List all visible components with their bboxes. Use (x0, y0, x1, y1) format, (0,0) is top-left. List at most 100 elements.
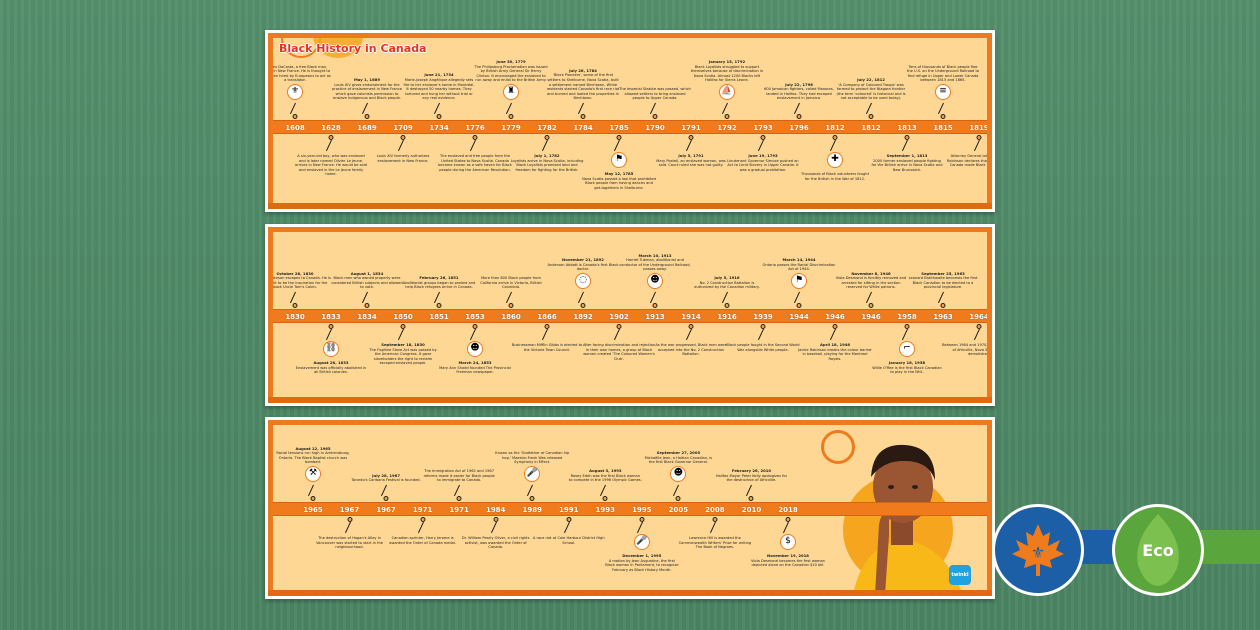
connector-line (600, 484, 607, 497)
timeline-panel-1: Black History in Canada 1608 1628 1689 1709… (265, 30, 995, 212)
timeline-event: November 8, 1946 Viola Desmond is forcibl… (834, 271, 908, 290)
event-marker (544, 324, 550, 329)
timeline-event: March 24, 1853 Mary Ann Shadd founded The… (438, 360, 512, 375)
connector-line (325, 139, 332, 152)
maple-leaf-icon: ⚜ (1012, 524, 1064, 576)
timeline-bar: 1965 1967 1967 1971 1971 1984 1989 1991 1993 1995… (273, 502, 987, 516)
event-text: Dr. William Pearly Oliver, a civil right… (461, 536, 530, 550)
year-label: 1851 (429, 313, 449, 321)
timeline-panel-2: 1830 1833 1834 1850 1851 1853 1860 1866 1892 1902… (265, 224, 995, 406)
event-marker (400, 324, 406, 329)
event-marker (639, 517, 645, 522)
event-marker (508, 114, 514, 119)
connector-line (636, 521, 643, 534)
timeline-event: August 1, 1834 Black men who owned proper… (330, 271, 404, 290)
microphone-icon: 🎤 (633, 534, 650, 550)
event-date: October 28, 1830 (276, 270, 314, 276)
event-date: July 5, 1791 (678, 153, 704, 158)
connector-line (433, 102, 440, 115)
event-date: August 28, 1833 (313, 360, 349, 365)
event-marker (383, 496, 389, 501)
year-label: 1989 (522, 506, 542, 514)
connector-line (613, 328, 620, 341)
timeline-event: July 26, 1784 'Black Pioneers', some of t… (546, 67, 620, 101)
event-date: January 15, 1792 (708, 59, 746, 65)
event-text: Halifax Mayor Peter Kelly apologizes for… (715, 473, 788, 483)
connector-line (490, 521, 497, 534)
timeline-event: The enslaved and free people from the Un… (438, 154, 512, 172)
year-label: 1734 (429, 124, 449, 132)
connector-line (563, 521, 570, 534)
connector-line (505, 102, 512, 115)
year-label: 1608 (285, 124, 305, 132)
event-marker (940, 114, 946, 119)
timeline-event: Black people fought in the Second World … (726, 343, 800, 352)
year-label: 1779 (501, 124, 521, 132)
connector-line (782, 521, 789, 534)
event-text: Ontario passes the Racial Discrimination… (762, 262, 836, 272)
year-label: 1967 (376, 506, 396, 514)
event-marker (688, 324, 694, 329)
event-text: Marie-Joseph Angélique allegedly sets fi… (403, 78, 475, 101)
event-marker (310, 496, 316, 501)
timeline-event: July 22, 1796 600 Jamaican fighters, call… (762, 82, 836, 101)
event-text: 'Black Pioneers', some of the first sett… (546, 73, 620, 101)
year-label: 1689 (357, 124, 377, 132)
event-text: The Immigration Act of 1962 and 1967 ref… (423, 469, 495, 483)
timeline-event: After facing discrimination and rejectio… (582, 343, 656, 361)
timeline-event: Louis XIV formerly authorizes enslavemen… (366, 154, 440, 163)
timeline-event: A race riot at Cole Harbour District Hig… (532, 536, 606, 545)
event-marker (868, 303, 874, 308)
event-marker (436, 114, 442, 119)
connector-line (721, 102, 728, 115)
connector-line (937, 102, 944, 115)
event-text: Black men who owned property were consid… (331, 276, 403, 290)
year-label: 1709 (393, 124, 413, 132)
event-marker (292, 114, 298, 119)
connector-line (649, 291, 656, 304)
event-text: Lawrence Hill is awarded the Commonwealt… (678, 536, 752, 550)
event-marker (940, 303, 946, 308)
connector-line (793, 291, 800, 304)
event-date: August 3, 1993 (589, 468, 622, 474)
event-marker (904, 324, 910, 329)
event-date: March 10, 1913 (638, 252, 672, 258)
timeline-event: July 1, 1782 Loyalists arrive in Nova Sco… (510, 153, 584, 172)
event-date: June 21, 1734 (424, 72, 454, 78)
event-marker (328, 135, 334, 140)
timeline-event: September 1, 1813 2000 former enslaved pe… (870, 153, 944, 172)
timeline-event: Thousands of Black volunteers fought for… (798, 172, 872, 181)
year-label: 1971 (412, 506, 433, 514)
event-text: Canadian sprinter, Harry Jerome is award… (389, 536, 457, 545)
event-date: July 26, 1784 (569, 67, 597, 73)
svg-text:⚜: ⚜ (1031, 543, 1045, 562)
year-label: 1946 (825, 313, 845, 321)
event-text: Josiah Henson escapes to Canada. He is t… (273, 276, 331, 290)
page-title: Black History in Canada (279, 42, 427, 55)
event-marker (712, 517, 718, 522)
eco-badge: Eco (1112, 504, 1204, 596)
soldier-icon: ♜ (503, 84, 519, 100)
railroad-icon: ≡ (935, 84, 951, 100)
timeline-event: July 5, 1916 No. 2 Construction Battalion… (690, 276, 764, 290)
year-label: 1971 (449, 506, 469, 514)
connector-line (289, 291, 296, 304)
event-date: September 18, 1850 (381, 342, 425, 347)
event-text: 600 Jamaican fighters, called Maroons, l… (764, 87, 834, 101)
connector-line (721, 291, 728, 304)
stethoscope-icon: ◌ (575, 273, 591, 289)
timeline-event: As the war progressed, Black men were ac… (654, 343, 728, 357)
connector-line (673, 484, 680, 497)
event-date: November 19, 2018 (767, 553, 809, 558)
event-marker (493, 517, 499, 522)
event-text: Louis XIV gives endorsement for the prac… (331, 82, 403, 101)
leaf-icon (1137, 514, 1179, 586)
event-text: Lieutenant Governor Simcoe pushed an Act… (727, 158, 799, 172)
timeline-event: Businessman Mifflin Gibbs is elected to … (510, 343, 584, 352)
connector-line (469, 139, 476, 152)
event-marker (796, 114, 802, 119)
event-marker (832, 324, 838, 329)
event-marker (456, 496, 462, 501)
timeline-event: December 1, 1995 A motion by Jean Augusti… (605, 553, 679, 572)
event-text: Mathieu DaCosta, a free Black man, arriv… (273, 64, 331, 83)
